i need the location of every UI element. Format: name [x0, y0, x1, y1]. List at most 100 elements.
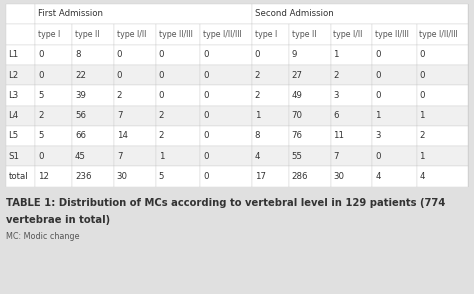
- Text: 17: 17: [255, 172, 265, 181]
- Bar: [156, 126, 200, 146]
- Bar: [289, 65, 330, 85]
- Bar: [156, 65, 200, 85]
- Bar: [252, 65, 289, 85]
- Bar: [417, 85, 468, 106]
- Bar: [6, 24, 35, 45]
- Bar: [417, 45, 468, 65]
- Bar: [35, 65, 72, 85]
- Bar: [373, 166, 417, 187]
- Bar: [35, 126, 72, 146]
- Text: 11: 11: [333, 131, 344, 141]
- Bar: [114, 106, 156, 126]
- Bar: [417, 65, 468, 85]
- Bar: [200, 146, 252, 166]
- Text: 2: 2: [419, 131, 425, 141]
- Bar: [200, 24, 252, 45]
- Bar: [252, 45, 289, 65]
- Text: 2: 2: [159, 131, 164, 141]
- Bar: [330, 106, 373, 126]
- Bar: [156, 24, 200, 45]
- Text: S1: S1: [9, 152, 19, 161]
- Bar: [373, 106, 417, 126]
- Text: 39: 39: [75, 91, 86, 100]
- Bar: [252, 24, 289, 45]
- Text: 0: 0: [255, 50, 260, 59]
- Bar: [289, 45, 330, 65]
- Text: 0: 0: [203, 131, 209, 141]
- Text: type I/II/III: type I/II/III: [203, 30, 242, 39]
- Text: 70: 70: [292, 111, 302, 120]
- Bar: [6, 4, 468, 187]
- Text: 2: 2: [333, 71, 339, 80]
- Text: 0: 0: [203, 71, 209, 80]
- Bar: [35, 146, 72, 166]
- Text: 0: 0: [203, 111, 209, 120]
- Bar: [373, 85, 417, 106]
- Text: 5: 5: [159, 172, 164, 181]
- Bar: [252, 166, 289, 187]
- Bar: [252, 85, 289, 106]
- Bar: [6, 85, 35, 106]
- Bar: [200, 65, 252, 85]
- Text: total: total: [9, 172, 28, 181]
- Text: 3: 3: [333, 91, 339, 100]
- Text: 1: 1: [419, 152, 425, 161]
- Text: L1: L1: [9, 50, 19, 59]
- Text: 0: 0: [38, 71, 44, 80]
- Bar: [417, 166, 468, 187]
- Bar: [6, 126, 35, 146]
- Text: 14: 14: [117, 131, 128, 141]
- Text: 8: 8: [75, 50, 81, 59]
- Bar: [114, 166, 156, 187]
- Bar: [156, 45, 200, 65]
- Bar: [6, 146, 35, 166]
- Text: 0: 0: [159, 50, 164, 59]
- Bar: [72, 85, 114, 106]
- Text: 4: 4: [375, 172, 381, 181]
- Text: 8: 8: [255, 131, 260, 141]
- Bar: [114, 45, 156, 65]
- Bar: [72, 65, 114, 85]
- Text: L2: L2: [9, 71, 19, 80]
- Text: 0: 0: [375, 152, 381, 161]
- Text: 30: 30: [333, 172, 344, 181]
- Bar: [114, 65, 156, 85]
- Bar: [252, 4, 468, 24]
- Bar: [114, 126, 156, 146]
- Bar: [156, 106, 200, 126]
- Bar: [373, 65, 417, 85]
- Bar: [35, 45, 72, 65]
- Text: 55: 55: [292, 152, 302, 161]
- Text: 0: 0: [203, 50, 209, 59]
- Text: 7: 7: [117, 152, 122, 161]
- Bar: [330, 65, 373, 85]
- Bar: [35, 24, 72, 45]
- Text: 0: 0: [203, 152, 209, 161]
- Bar: [252, 126, 289, 146]
- Text: type I: type I: [38, 30, 60, 39]
- Text: 2: 2: [159, 111, 164, 120]
- Text: 0: 0: [117, 71, 122, 80]
- Text: 1: 1: [419, 111, 425, 120]
- Bar: [373, 45, 417, 65]
- Text: 4: 4: [419, 172, 425, 181]
- Bar: [72, 166, 114, 187]
- Text: type I/II: type I/II: [333, 30, 363, 39]
- Text: vertebrae in total): vertebrae in total): [6, 215, 110, 225]
- Text: 56: 56: [75, 111, 86, 120]
- Text: 1: 1: [333, 50, 339, 59]
- Text: 0: 0: [203, 172, 209, 181]
- Text: 4: 4: [255, 152, 260, 161]
- Text: Second Admission: Second Admission: [255, 9, 333, 18]
- Bar: [156, 85, 200, 106]
- Bar: [72, 126, 114, 146]
- Text: 3: 3: [375, 131, 381, 141]
- Bar: [330, 45, 373, 65]
- Text: 45: 45: [75, 152, 86, 161]
- Text: 5: 5: [38, 91, 44, 100]
- Bar: [114, 146, 156, 166]
- Text: type I: type I: [255, 30, 277, 39]
- Text: 1: 1: [255, 111, 260, 120]
- Text: 0: 0: [203, 91, 209, 100]
- Text: type II: type II: [75, 30, 100, 39]
